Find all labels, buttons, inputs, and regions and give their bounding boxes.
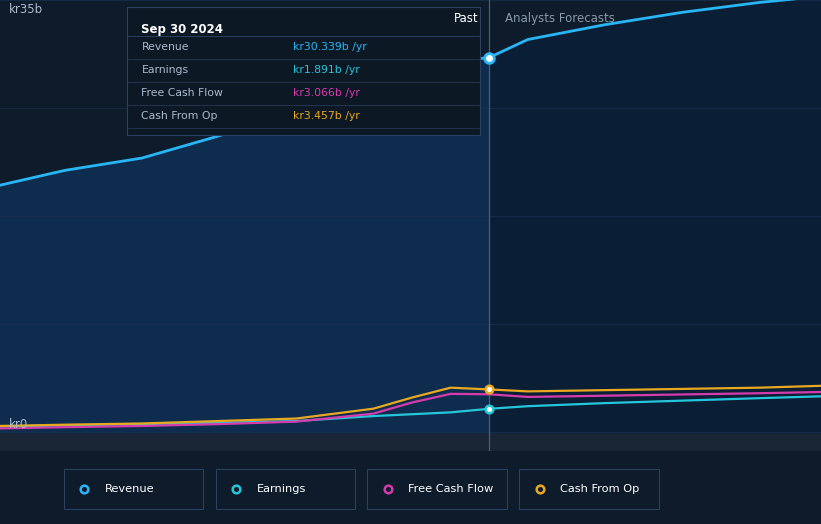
Text: kr35b: kr35b xyxy=(9,3,44,16)
FancyBboxPatch shape xyxy=(368,469,507,509)
Text: Cash From Op: Cash From Op xyxy=(560,484,640,494)
Text: Earnings: Earnings xyxy=(256,484,306,494)
Text: Free Cash Flow: Free Cash Flow xyxy=(408,484,493,494)
Text: Revenue: Revenue xyxy=(104,484,154,494)
FancyBboxPatch shape xyxy=(63,469,203,509)
Text: kr0: kr0 xyxy=(9,418,29,431)
Text: Past: Past xyxy=(454,12,479,25)
Text: Analysts Forecasts: Analysts Forecasts xyxy=(505,12,614,25)
FancyBboxPatch shape xyxy=(215,469,355,509)
FancyBboxPatch shape xyxy=(519,469,658,509)
